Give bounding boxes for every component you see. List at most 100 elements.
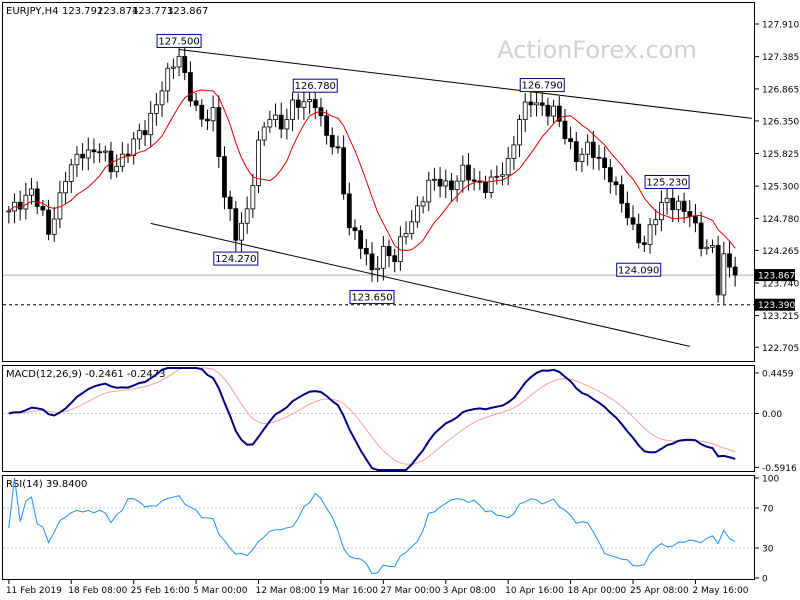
current-price-tag <box>755 269 795 282</box>
candle-body <box>630 217 636 225</box>
candle-body <box>710 245 715 248</box>
time-x-axis: 11 Feb 2019 18 Feb 08:00 25 Feb 16:00 5 Mar… <box>6 580 749 596</box>
candle-body <box>233 208 239 241</box>
candle-body <box>556 105 562 122</box>
candle-body <box>715 245 721 296</box>
macd-tick-label: 0.4459 <box>762 369 794 379</box>
candle-body <box>602 157 608 168</box>
price-y-axis: 127.910 127.385 126.865 126.350 125.825 125.3… <box>754 21 799 354</box>
candle-body <box>341 147 347 195</box>
support-level-tag <box>755 298 795 311</box>
candle-body <box>6 210 12 213</box>
candle-body <box>380 246 386 269</box>
candle-body <box>409 221 415 235</box>
candle-body <box>222 156 227 198</box>
rsi-tick-label: 0 <box>762 575 768 585</box>
candle-body <box>34 188 40 207</box>
time-tick-label: 27 Mar 00:00 <box>380 586 440 596</box>
candle-body <box>596 156 602 159</box>
candle-body <box>40 205 46 211</box>
price-tick-label: 127.385 <box>762 53 799 63</box>
candle-body <box>562 120 568 140</box>
candle-body <box>624 202 630 219</box>
candle-body <box>239 222 244 241</box>
candle-body <box>171 66 176 69</box>
price-tick-label: 122.705 <box>762 344 799 354</box>
candle-body <box>68 164 74 182</box>
candle-body <box>85 149 91 159</box>
candle-body <box>647 224 653 245</box>
candle-body <box>51 218 57 235</box>
trendlines <box>150 48 753 347</box>
candle-body <box>273 114 278 121</box>
swing-tag-box <box>349 290 395 305</box>
support-level-label: 123.390 <box>758 301 795 311</box>
candle-body <box>119 153 125 167</box>
rsi-tick-label: 100 <box>762 475 779 485</box>
swing-tag-label: 127.500 <box>158 36 199 47</box>
macd-tick-label: 0.00 <box>762 410 782 420</box>
candle-body <box>108 150 114 173</box>
candle-body <box>290 99 295 120</box>
price-tick-label: 126.350 <box>762 117 799 127</box>
candle-body <box>165 67 171 92</box>
candle-body <box>534 102 539 106</box>
swing-tag-label: 126.780 <box>295 81 336 92</box>
candle-body <box>63 181 68 194</box>
candle-body <box>687 211 693 217</box>
candle-body <box>312 99 318 109</box>
candle-body <box>142 130 148 136</box>
candle-body <box>721 253 727 296</box>
candle-body <box>641 242 647 245</box>
rsi-label: RSI(14) 39.8400 <box>6 479 87 490</box>
candle-body <box>693 216 698 224</box>
candle-body <box>522 101 528 120</box>
candle-body <box>307 99 312 103</box>
price-tick-label: 123.215 <box>762 312 799 322</box>
candle-body <box>114 165 120 173</box>
candle-body <box>466 164 471 181</box>
candle-body <box>551 105 556 117</box>
swing-tag-label: 126.790 <box>522 81 563 92</box>
candle-body <box>346 193 352 229</box>
candle-body <box>23 194 29 210</box>
candle-body <box>698 222 704 250</box>
time-tick-label: 11 Feb 2019 <box>6 586 62 596</box>
candle-body <box>324 115 329 136</box>
rsi-tick-label: 30 <box>762 545 774 555</box>
candle-body <box>29 188 34 196</box>
candle-body <box>136 130 142 140</box>
rsi-tick-label: 70 <box>762 505 774 515</box>
candle-body <box>227 196 233 210</box>
watermark: ActionForex.com <box>497 36 697 64</box>
swing-tag-label: 124.270 <box>215 254 256 265</box>
candle-body <box>704 246 710 250</box>
candle-body <box>278 114 284 130</box>
candle-body <box>188 72 193 102</box>
candle-body <box>454 180 460 191</box>
swing-labels: 127.500 126.780 124.270 123.650 126.790 125.2… <box>156 33 690 305</box>
price-tick-label: 127.910 <box>762 21 799 31</box>
candle-body <box>329 134 335 148</box>
candle-body <box>125 153 131 156</box>
candle-body <box>392 255 398 262</box>
macd-layer: 0.4459 0.00 -0.5916 <box>3 367 797 474</box>
time-tick-label: 5 Mar 00:00 <box>193 586 248 596</box>
candle-body <box>17 201 23 210</box>
time-tick-label: 3 Apr 08:00 <box>443 586 496 596</box>
candle-body <box>619 184 625 204</box>
candle-body <box>91 149 97 153</box>
time-tick-label: 25 Feb 16:00 <box>131 586 190 596</box>
candle-body <box>505 158 511 176</box>
candle-body <box>732 266 738 276</box>
candle-body <box>670 197 676 211</box>
swing-tag-box <box>644 174 690 189</box>
time-tick-label: 18 Feb 08:00 <box>68 586 127 596</box>
candle-body <box>579 153 585 162</box>
price-tick-label: 125.825 <box>762 150 799 160</box>
macd-main-line <box>8 367 736 471</box>
candle-body <box>494 175 500 178</box>
candle-body <box>244 208 250 224</box>
current-price-label: 123.867 <box>758 272 795 282</box>
candle-body <box>664 197 670 203</box>
